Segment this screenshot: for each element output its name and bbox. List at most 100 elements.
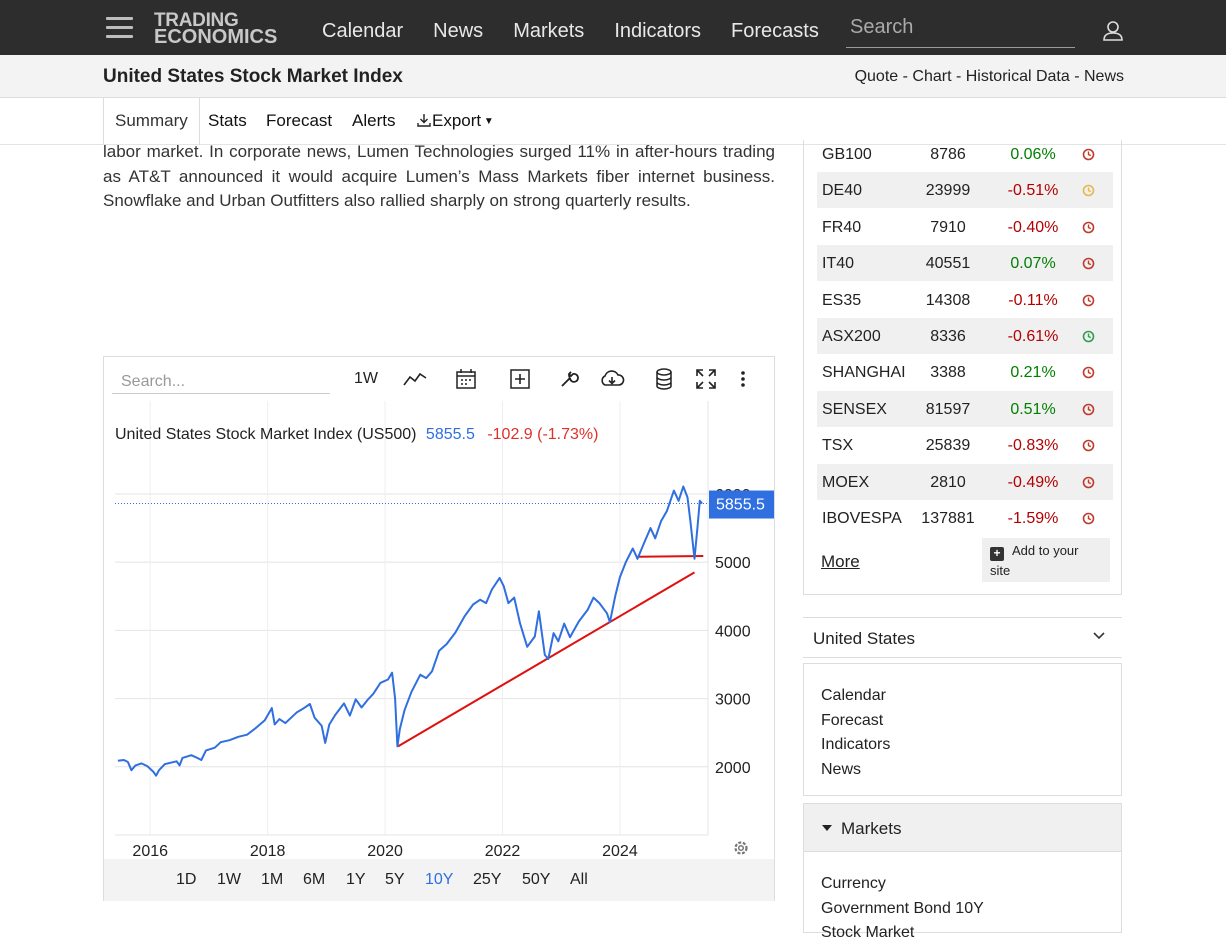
clock-icon xyxy=(1082,294,1095,306)
add-compare-icon[interactable] xyxy=(509,367,531,391)
tab-export[interactable]: Export ▼ xyxy=(416,98,494,145)
clock-icon xyxy=(1082,221,1095,234)
clock-icon xyxy=(1082,185,1095,197)
nav-link-calendar[interactable]: Calendar xyxy=(322,20,404,42)
nav-link-forecasts[interactable]: Forecasts xyxy=(731,20,819,42)
database-icon[interactable] xyxy=(655,367,673,391)
search-input[interactable] xyxy=(846,16,1075,39)
user-icon[interactable] xyxy=(1102,21,1124,41)
quick-link-chart[interactable]: Chart xyxy=(912,68,952,85)
y-tick-label: 3000 xyxy=(715,692,751,709)
markets-panel-header[interactable]: Markets xyxy=(804,804,1121,852)
market-value: 2810 xyxy=(930,473,966,491)
markets-link-bond[interactable]: Government Bond 10Y xyxy=(821,899,984,917)
price-chart[interactable]: 2000300040005000600020162018202020222024… xyxy=(104,401,775,860)
country-label: United States xyxy=(813,629,916,648)
range-1y[interactable]: 1Y xyxy=(346,871,366,888)
logo-line1: TRADING xyxy=(154,10,239,31)
cloud-download-icon[interactable] xyxy=(599,367,625,391)
separator: - xyxy=(951,68,966,85)
chart-search-input[interactable] xyxy=(112,371,330,393)
markets-link-currency[interactable]: Currency xyxy=(821,875,886,892)
chart-toolbar: 1W xyxy=(104,357,774,401)
range-all[interactable]: All xyxy=(570,871,588,888)
fullscreen-icon[interactable] xyxy=(695,367,717,391)
market-row[interactable]: TSX 25839 -0.83% xyxy=(817,427,1113,463)
country-selector[interactable]: United States xyxy=(803,617,1122,658)
market-value: 3388 xyxy=(930,364,966,382)
tab-forecast[interactable]: Forecast xyxy=(266,111,333,130)
quick-link-news[interactable]: News xyxy=(1083,68,1124,85)
caret-down-icon xyxy=(822,825,832,831)
market-row[interactable]: IT40 40551 0.07% xyxy=(817,245,1113,282)
price-label: 5855.5 xyxy=(716,497,765,514)
top-navbar: TRADING ECONOMICS Calendar News Markets … xyxy=(0,0,1226,55)
tab-stats[interactable]: Stats xyxy=(208,111,247,130)
market-change: -0.61% xyxy=(1007,328,1059,345)
market-change: 0.51% xyxy=(1010,400,1056,418)
country-link-forecast[interactable]: Forecast xyxy=(821,711,884,729)
market-name: FR40 xyxy=(822,218,862,236)
menu-icon[interactable] xyxy=(106,17,133,39)
country-link-calendar[interactable]: Calendar xyxy=(821,687,886,704)
range-6m[interactable]: 6M xyxy=(303,871,326,888)
x-tick-label: 2024 xyxy=(602,843,638,859)
more-options-icon[interactable] xyxy=(740,367,746,391)
market-row[interactable]: MOEX 2810 -0.49% xyxy=(817,463,1113,500)
export-label: Export xyxy=(432,111,482,130)
markets-panel: Markets Currency Government Bond 10Y Sto… xyxy=(803,803,1122,941)
market-row[interactable]: SENSEX 81597 0.51% xyxy=(817,390,1113,427)
tab-alerts[interactable]: Alerts xyxy=(352,111,396,130)
price-series-line xyxy=(117,485,703,777)
gear-icon[interactable] xyxy=(734,841,748,855)
range-10y[interactable]: 10Y xyxy=(425,871,454,888)
clock-icon xyxy=(1082,476,1095,488)
price-label-box xyxy=(709,490,775,519)
market-row[interactable]: IBOVESPA 137881 -1.59% xyxy=(817,500,1113,536)
y-tick-label: 5000 xyxy=(715,555,751,572)
market-value: 40551 xyxy=(925,255,971,273)
range-5y[interactable]: 5Y xyxy=(385,871,405,888)
range-50y[interactable]: 50Y xyxy=(522,871,551,888)
separator: - xyxy=(1069,68,1084,85)
clock-icon xyxy=(1082,330,1095,343)
market-row[interactable]: ES35 14308 -0.11% xyxy=(817,282,1113,318)
range-1w[interactable]: 1W xyxy=(217,871,241,888)
markets-link-stock-market[interactable]: Stock Market xyxy=(821,924,915,941)
market-change: 0.06% xyxy=(1010,146,1056,163)
quick-link-quote[interactable]: Quote xyxy=(854,68,899,85)
country-link-indicators[interactable]: Indicators xyxy=(821,736,891,753)
range-1d[interactable]: 1D xyxy=(176,871,197,888)
chart-legend: United States Stock Market Index (US500)… xyxy=(115,426,598,443)
range-25y[interactable]: 25Y xyxy=(473,871,502,888)
logo[interactable]: TRADING ECONOMICS xyxy=(154,10,277,47)
market-row[interactable]: ASX200 8336 -0.61% xyxy=(817,318,1113,354)
market-row[interactable]: GB100 8786 0.06% xyxy=(817,136,1113,172)
market-change: -0.49% xyxy=(1007,473,1059,491)
range-1m[interactable]: 1M xyxy=(261,871,284,888)
line-chart-icon[interactable] xyxy=(403,367,427,391)
market-name: DE40 xyxy=(822,182,863,200)
market-name: MOEX xyxy=(822,473,870,491)
interval-button[interactable]: 1W xyxy=(354,370,378,387)
market-row[interactable]: DE40 23999 -0.51% xyxy=(817,172,1113,209)
quick-link-historical-data[interactable]: Historical Data xyxy=(965,68,1070,85)
calendar-icon[interactable] xyxy=(455,367,477,391)
nav-link-indicators[interactable]: Indicators xyxy=(614,20,702,42)
y-tick-label: 4000 xyxy=(715,623,751,640)
chart-area: 2000300040005000600020162018202020222024… xyxy=(104,401,775,860)
nav-link-news[interactable]: News xyxy=(433,20,484,42)
market-row[interactable]: SHANGHAI 3388 0.21% xyxy=(817,354,1113,390)
add-to-site-button[interactable]: + Add to your site xyxy=(982,538,1110,582)
market-name: TSX xyxy=(822,437,854,455)
chart-widget: 1W 2000300040005000600020 xyxy=(103,356,775,901)
trend-line xyxy=(397,571,696,748)
more-link[interactable]: More xyxy=(821,552,860,571)
country-link-news[interactable]: News xyxy=(821,760,862,778)
nav-link-markets[interactable]: Markets xyxy=(513,20,585,42)
market-value: 23999 xyxy=(925,182,971,200)
wrench-icon[interactable] xyxy=(559,367,579,391)
market-row[interactable]: FR40 7910 -0.40% xyxy=(817,209,1113,245)
tab-summary[interactable]: Summary xyxy=(103,98,200,145)
market-change: -0.83% xyxy=(1007,437,1059,455)
